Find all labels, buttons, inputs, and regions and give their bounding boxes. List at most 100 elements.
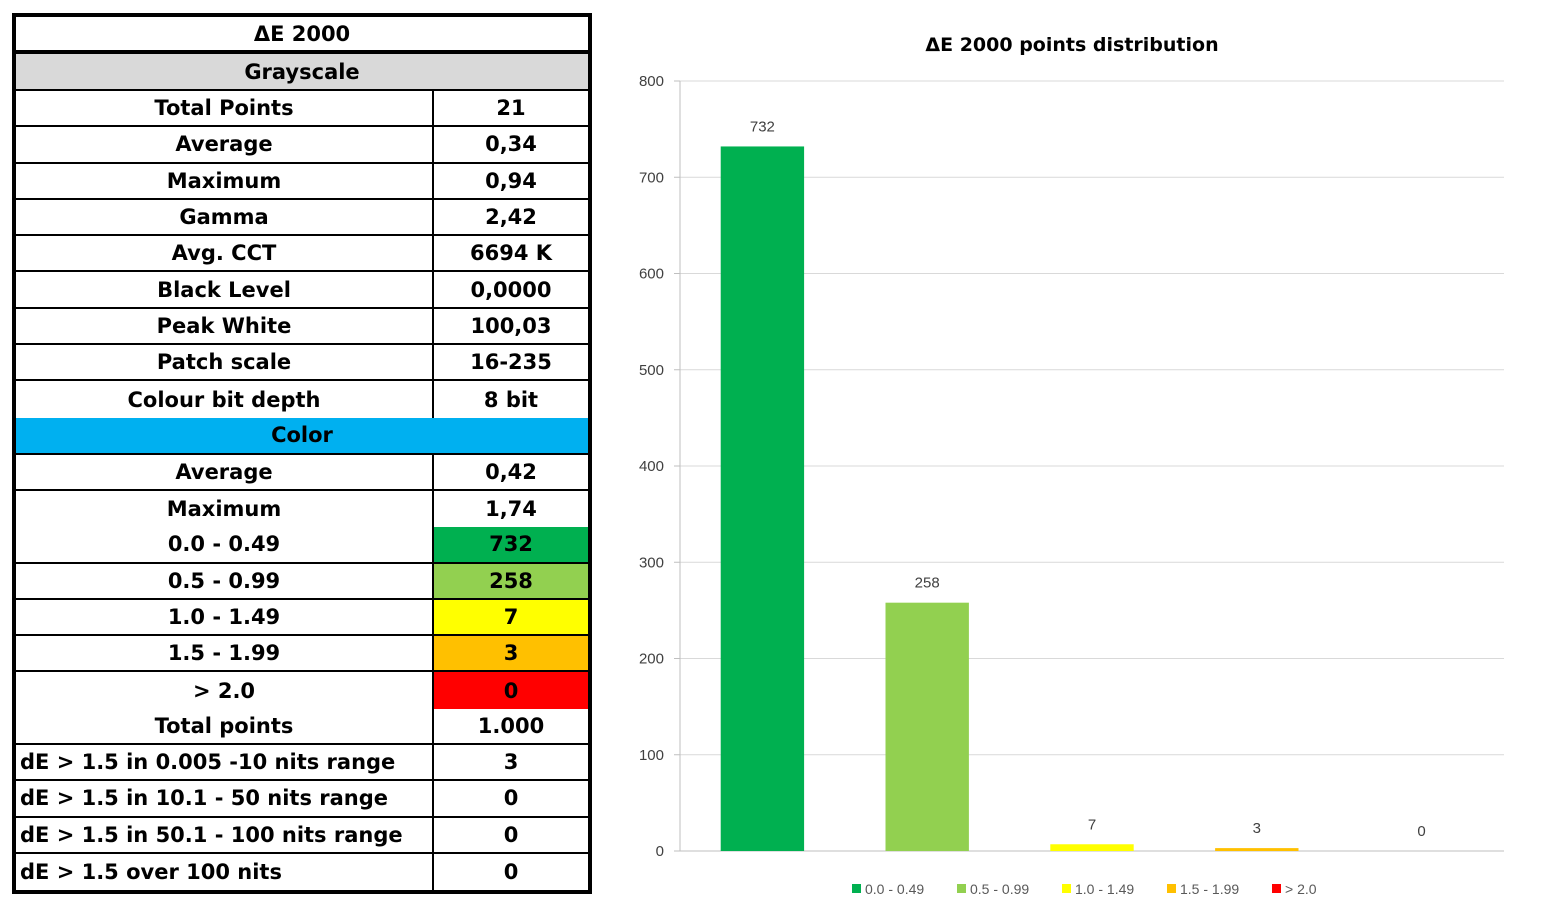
y-tick-label: 700 <box>639 169 664 186</box>
color-header: Color <box>271 423 333 448</box>
row-label: 1.0 - 1.49 <box>16 599 434 635</box>
bar-value-label: 258 <box>915 575 940 592</box>
row-label: 0.0 - 0.49 <box>16 527 434 562</box>
delta-e-summary-table: ΔE 2000 Grayscale Total Points 21 Average 0… <box>12 13 592 895</box>
row-label: 1.5 - 1.99 <box>16 636 434 671</box>
legend-label: 1.5 - 1.99 <box>1180 881 1239 897</box>
bar <box>1215 848 1299 851</box>
row-label: Avg. CCT <box>16 236 434 271</box>
range-row: 0.0 - 0.49 732 <box>16 527 588 564</box>
grayscale-row: Avg. CCT 6694 K <box>16 236 588 273</box>
row-label: Maximum <box>16 490 434 528</box>
row-value: 1,74 <box>485 497 537 522</box>
legend-swatch <box>1062 884 1071 893</box>
y-tick-label: 500 <box>639 362 664 379</box>
row-label: Average <box>16 127 434 162</box>
summary-row: dE > 1.5 in 0.005 -10 nits range 3 <box>16 745 588 782</box>
summary-row: dE > 1.5 in 50.1 - 100 nits range 0 <box>16 817 588 854</box>
row-value: 0,42 <box>485 459 537 484</box>
row-label: Total points <box>16 708 434 744</box>
summary-row: Total points 1.000 <box>16 708 588 746</box>
row-value: 0 <box>503 786 519 811</box>
bar-value-label: 0 <box>1417 823 1425 840</box>
y-tick-label: 200 <box>639 651 664 668</box>
row-value: 100,03 <box>470 313 552 338</box>
row-value: 6694 K <box>469 241 553 266</box>
color-row: Average 0,42 <box>16 454 588 491</box>
range-row: 1.5 - 1.99 3 <box>16 636 588 673</box>
row-value: 0,94 <box>485 168 537 193</box>
grayscale-row: Patch scale 16-235 <box>16 345 588 382</box>
row-value: 0,0000 <box>470 277 552 302</box>
summary-row: dE > 1.5 in 10.1 - 50 nits range 0 <box>16 781 588 818</box>
table-title-row: ΔE 2000 <box>16 17 588 54</box>
row-value: 0 <box>434 672 588 709</box>
row-label: 0.5 - 0.99 <box>16 563 434 598</box>
legend-swatch <box>1167 884 1176 893</box>
legend-label: > 2.0 <box>1285 881 1317 897</box>
table-title: ΔE 2000 <box>253 21 351 46</box>
row-label: Peak White <box>16 308 434 344</box>
legend-label: 0.0 - 0.49 <box>865 881 924 897</box>
legend-swatch <box>1272 884 1281 893</box>
row-label: Colour bit depth <box>16 381 434 418</box>
row-value: 0 <box>503 822 519 847</box>
range-row: 1.0 - 1.49 7 <box>16 599 588 637</box>
y-tick-label: 400 <box>639 458 664 475</box>
row-value: 3 <box>503 750 519 775</box>
bar-value-label: 3 <box>1253 820 1261 837</box>
distribution-chart: ΔE 2000 points distribution 0 100 200 300 40… <box>600 0 1548 912</box>
row-label: Gamma <box>16 199 434 235</box>
row-label: > 2.0 <box>16 672 434 709</box>
row-label: dE > 1.5 in 50.1 - 100 nits range <box>16 817 434 852</box>
row-value: 3 <box>434 636 588 671</box>
grayscale-row: Colour bit depth 8 bit <box>16 381 588 418</box>
legend-swatch <box>852 884 861 893</box>
bar <box>885 602 969 851</box>
row-label: Patch scale <box>16 345 434 380</box>
row-value: 16-235 <box>470 350 552 375</box>
row-value: 8 bit <box>483 387 539 412</box>
grayscale-row: Gamma 2,42 <box>16 199 588 237</box>
row-label: Total Points <box>16 91 434 126</box>
summary-row: dE > 1.5 over 100 nits 0 <box>16 853 588 891</box>
y-tick-label: 600 <box>639 266 664 283</box>
chart-canvas: ΔE 2000 points distribution 0 100 200 300 40… <box>639 34 1504 897</box>
chart-title: ΔE 2000 points distribution <box>925 34 1218 56</box>
legend-label: 1.0 - 1.49 <box>1075 881 1134 897</box>
color-header-row: Color <box>16 417 588 455</box>
range-row: 0.5 - 0.99 258 <box>16 563 588 600</box>
y-tick-label: 100 <box>639 747 664 764</box>
row-label: dE > 1.5 in 10.1 - 50 nits range <box>16 781 434 816</box>
row-value: 258 <box>434 563 588 598</box>
y-tick-label: 800 <box>639 73 664 90</box>
row-label: dE > 1.5 over 100 nits <box>16 853 434 891</box>
y-tick-label: 300 <box>639 554 664 571</box>
grayscale-row: Maximum 0,94 <box>16 163 588 200</box>
row-value: 1.000 <box>477 713 545 738</box>
grayscale-row: Peak White 100,03 <box>16 308 588 346</box>
bar <box>720 146 805 851</box>
row-value: 21 <box>496 96 526 121</box>
row-value: 7 <box>434 599 588 635</box>
row-label: dE > 1.5 in 0.005 -10 nits range <box>16 745 434 780</box>
grayscale-row: Average 0,34 <box>16 127 588 164</box>
row-label: Maximum <box>16 163 434 198</box>
row-value: 732 <box>434 527 588 562</box>
row-value: 0,34 <box>485 132 537 157</box>
legend-swatch <box>957 884 966 893</box>
bar <box>1050 844 1134 851</box>
legend-label: 0.5 - 0.99 <box>970 881 1029 897</box>
grayscale-row: Black Level 0,0000 <box>16 272 588 309</box>
row-label: Average <box>16 454 434 489</box>
range-row: > 2.0 0 <box>16 672 588 709</box>
color-row: Maximum 1,74 <box>16 490 588 528</box>
row-label: Black Level <box>16 272 434 307</box>
grayscale-header-row: Grayscale <box>16 54 588 91</box>
bar-value-label: 7 <box>1088 816 1096 833</box>
y-tick-label: 0 <box>656 843 664 860</box>
bar-value-label: 732 <box>750 118 775 135</box>
row-value: 0 <box>503 860 519 885</box>
grayscale-header: Grayscale <box>244 59 360 84</box>
grayscale-row: Total Points 21 <box>16 91 588 128</box>
